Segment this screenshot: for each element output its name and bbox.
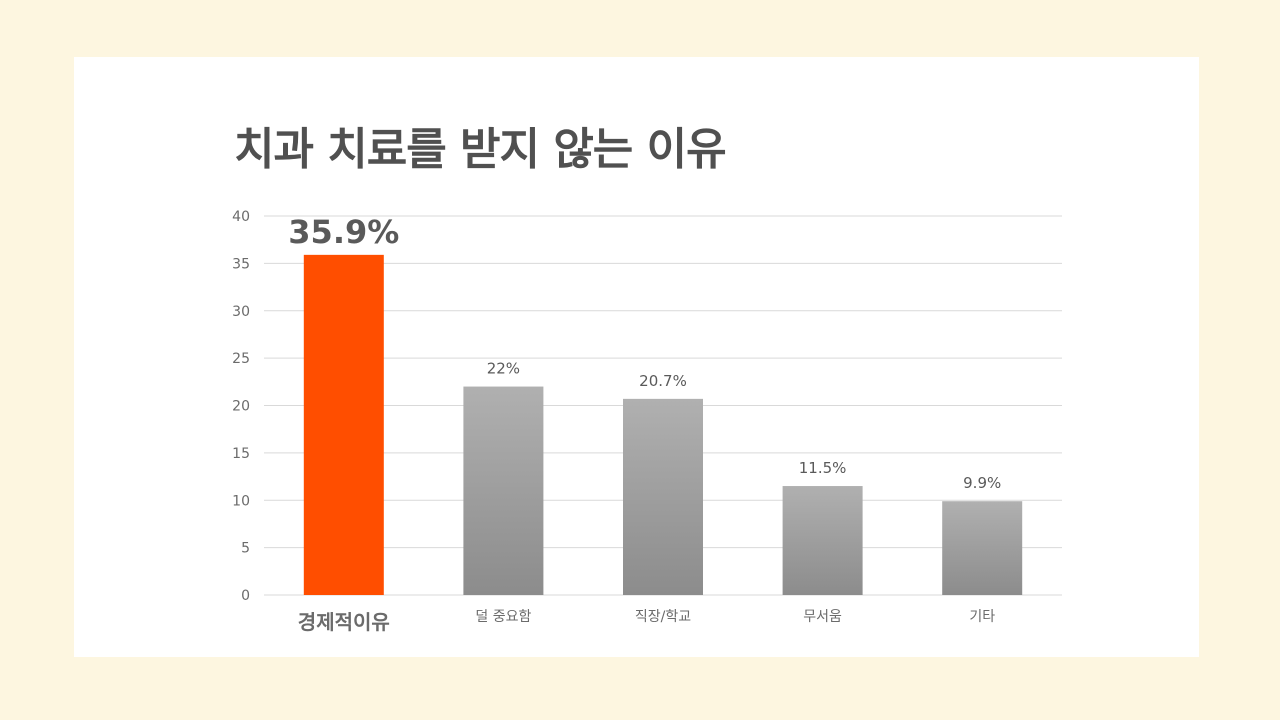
- y-tick-label: 5: [241, 541, 250, 557]
- x-axis-category-labels: 경제적이유 덜 중요함 직장/학교 무서움 기타: [298, 609, 995, 634]
- y-tick-label: 35: [232, 256, 250, 272]
- y-axis-tick-labels: 0 5 10 15 20 25 30 35 40: [232, 209, 250, 604]
- bar: [623, 398, 703, 595]
- bars: [303, 254, 1023, 595]
- bar: [463, 386, 544, 595]
- x-category-label: 무서움: [803, 609, 842, 625]
- data-label: 22%: [487, 360, 520, 378]
- data-labels: 35.9% 22% 20.7% 11.5% 9.9%: [288, 213, 1001, 492]
- y-tick-label: 0: [241, 588, 250, 604]
- y-tick-label: 10: [232, 493, 250, 509]
- y-tick-label: 30: [232, 304, 250, 320]
- data-label: 9.9%: [963, 474, 1001, 492]
- y-tick-label: 40: [232, 209, 250, 225]
- data-label: 20.7%: [639, 372, 687, 390]
- bar: [303, 254, 384, 595]
- x-category-label: 경제적이유: [298, 610, 390, 634]
- x-category-label: 직장/학교: [635, 609, 691, 625]
- bar: [942, 501, 1023, 595]
- data-label: 35.9%: [288, 213, 399, 251]
- data-label: 11.5%: [799, 459, 847, 477]
- y-tick-label: 20: [232, 399, 250, 415]
- chart-title: 치과 치료를 받지 않는 이유: [234, 124, 727, 175]
- y-tick-label: 25: [232, 351, 250, 367]
- x-category-label: 덜 중요함: [475, 609, 531, 625]
- bar: [782, 486, 863, 595]
- x-category-label: 기타: [969, 609, 995, 625]
- y-tick-label: 15: [232, 446, 250, 462]
